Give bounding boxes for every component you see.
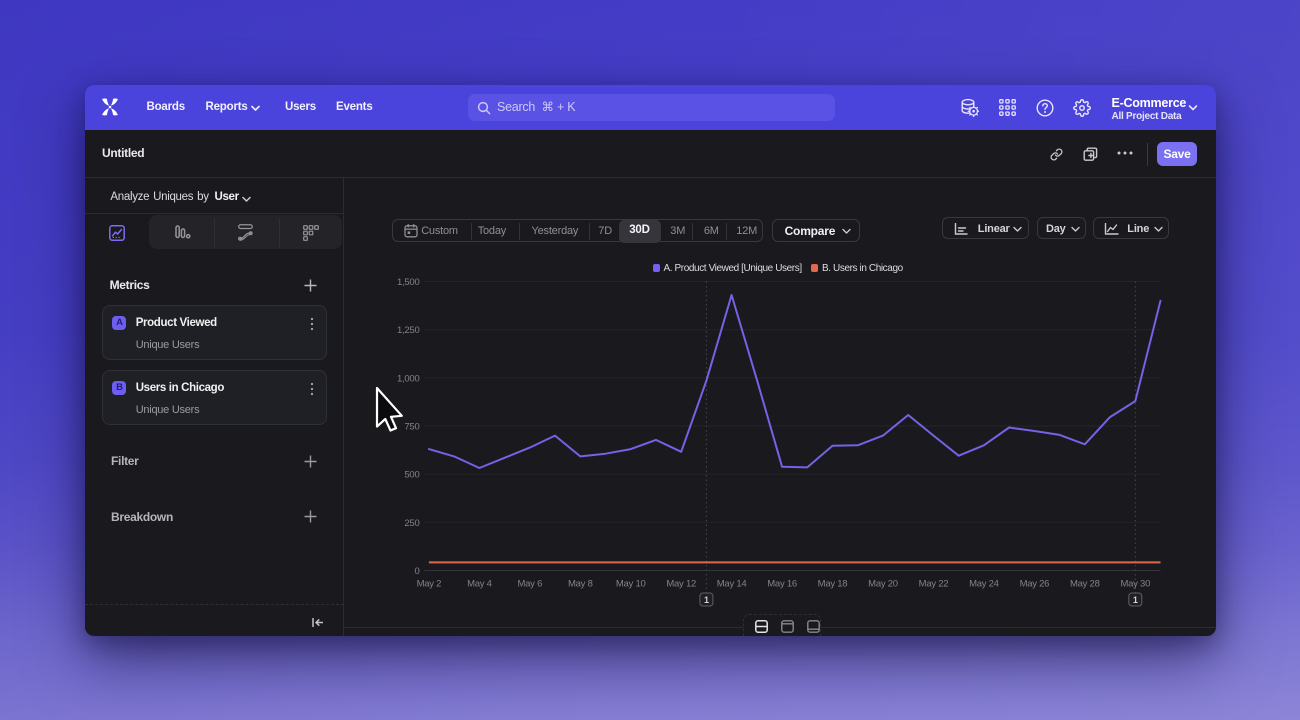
- svg-text:May 2: May 2: [416, 578, 441, 589]
- svg-text:May 26: May 26: [1019, 578, 1049, 589]
- svg-text:May 4: May 4: [467, 578, 492, 589]
- svg-text:750: 750: [404, 421, 419, 432]
- svg-text:May 20: May 20: [868, 578, 898, 589]
- svg-text:May 30: May 30: [1120, 578, 1150, 589]
- svg-text:1,250: 1,250: [396, 325, 419, 336]
- svg-text:May 16: May 16: [767, 578, 797, 589]
- svg-text:May 10: May 10: [615, 578, 645, 589]
- svg-text:May 18: May 18: [817, 578, 847, 589]
- svg-text:May 24: May 24: [969, 578, 999, 589]
- svg-text:May 12: May 12: [666, 578, 696, 589]
- svg-text:May 14: May 14: [716, 578, 746, 589]
- svg-text:500: 500: [404, 469, 419, 480]
- svg-text:1: 1: [704, 594, 709, 604]
- svg-text:May 8: May 8: [567, 578, 592, 589]
- svg-text:1: 1: [1132, 594, 1137, 604]
- svg-text:250: 250: [404, 517, 419, 528]
- svg-text:0: 0: [414, 566, 419, 577]
- svg-text:May 22: May 22: [918, 578, 948, 589]
- svg-text:1,500: 1,500: [396, 277, 419, 288]
- svg-text:May 28: May 28: [1069, 578, 1099, 589]
- svg-text:1,000: 1,000: [396, 373, 419, 384]
- svg-text:May 6: May 6: [517, 578, 542, 589]
